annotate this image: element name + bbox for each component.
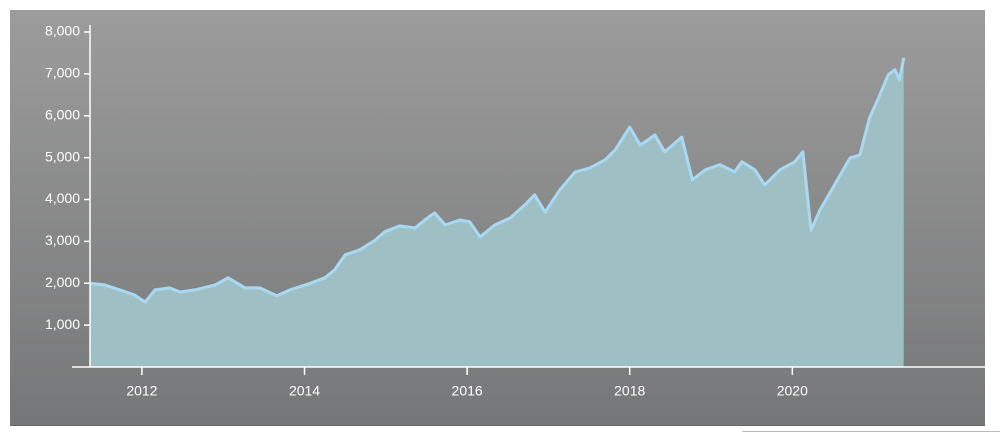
y-tick-label: 3,000 [45,232,80,248]
x-tick-label: 2016 [452,383,483,399]
y-tick-label: 6,000 [45,106,80,122]
x-tick-label: 2012 [126,383,157,399]
x-tick-label: 2014 [289,383,320,399]
y-tick-label: 1,000 [45,316,80,332]
line [89,57,906,304]
y-tick-label: 5,000 [45,148,80,164]
y-tick-label: 8,000 [45,23,80,39]
y-tick-label: 2,000 [45,274,80,290]
y-tick-label: 7,000 [45,65,80,81]
x-tick-label: 2020 [777,383,808,399]
y-tick-label: 4,000 [45,190,80,206]
x-tick-label: 2018 [614,383,645,399]
